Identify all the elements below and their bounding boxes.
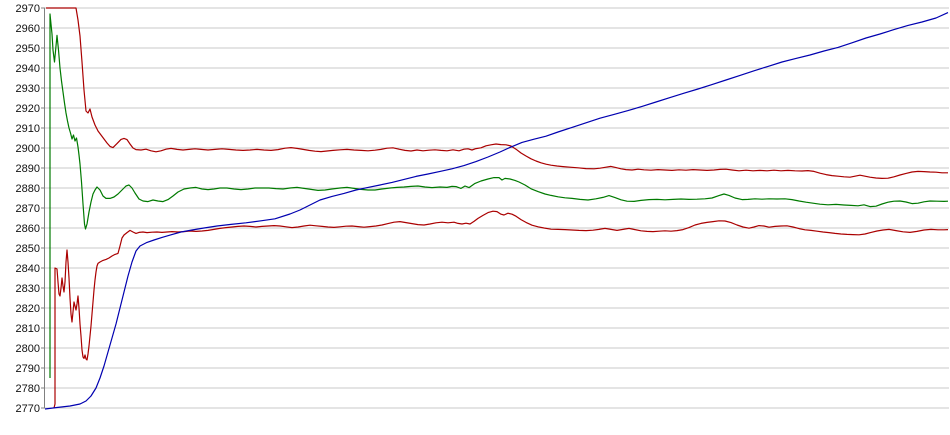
y-axis-label: 2920 — [16, 103, 40, 115]
upper-band-line — [46, 7, 948, 179]
gridlines — [45, 7, 949, 409]
y-axis-label: 2860 — [16, 223, 40, 235]
y-axis-label: 2770 — [16, 403, 40, 415]
y-axis-label: 2780 — [16, 383, 40, 395]
y-axis-label: 2880 — [16, 183, 40, 195]
y-axis-label: 2810 — [16, 323, 40, 335]
y-axis-label: 2820 — [16, 303, 40, 315]
y-axis-labels: 2970 2960 2950 2940 2930 2920 2910 2900 2890 2880… — [16, 3, 40, 415]
y-axis-label: 2910 — [16, 123, 40, 135]
y-axis-label: 2940 — [16, 63, 40, 75]
lower-band-line — [53, 210, 949, 409]
cumulative-line — [44, 12, 949, 410]
y-axis-label: 2870 — [16, 203, 40, 215]
y-axis-label: 2900 — [16, 143, 40, 155]
y-axis-label: 2850 — [16, 243, 40, 255]
y-axis-label: 2930 — [16, 83, 40, 95]
y-axis-label: 2840 — [16, 263, 40, 275]
y-axis-label: 2800 — [16, 343, 40, 355]
y-axis-label: 2790 — [16, 363, 40, 375]
y-axis-label: 2830 — [16, 283, 40, 295]
y-axis — [41, 7, 45, 409]
y-axis-label: 2890 — [16, 163, 40, 175]
y-axis-label: 2950 — [16, 43, 40, 55]
y-axis-label: 2960 — [16, 23, 40, 35]
mean-line — [49, 13, 949, 378]
chart-series — [44, 7, 949, 410]
y-axis-label: 2970 — [16, 3, 40, 15]
